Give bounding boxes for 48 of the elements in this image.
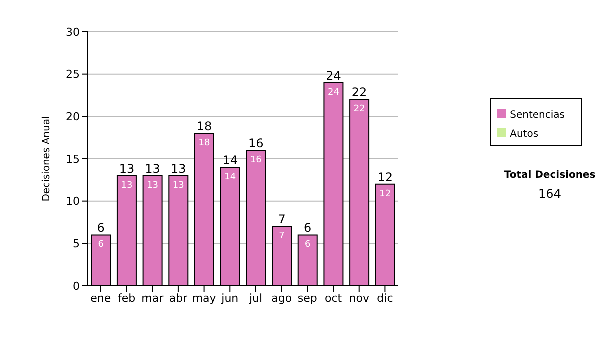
total-label: 13 xyxy=(171,162,186,176)
data-label: 24 xyxy=(328,88,340,98)
y-tick-label: 30 xyxy=(66,26,80,39)
total-label: 14 xyxy=(222,153,238,168)
data-label: 13 xyxy=(147,180,159,191)
total-label: 16 xyxy=(248,136,264,151)
total-label: 24 xyxy=(326,68,342,83)
total-label: 22 xyxy=(352,86,368,100)
x-tick-label: ago xyxy=(272,292,292,305)
data-label: 7 xyxy=(279,232,285,242)
total-label: 6 xyxy=(304,221,312,236)
x-tick-label: jun xyxy=(220,292,239,305)
data-label: 22 xyxy=(354,104,366,115)
y-tick-label: 0 xyxy=(73,280,80,293)
legend-label: Autos xyxy=(510,129,539,140)
data-label: 16 xyxy=(250,156,262,166)
x-tick-label: feb xyxy=(118,292,136,305)
x-tick-label: jul xyxy=(248,292,263,305)
total-label: 18 xyxy=(196,120,212,134)
total-label: 7 xyxy=(278,212,286,227)
y-axis-title: Decisiones Anual xyxy=(42,116,53,202)
x-tick-label: may xyxy=(192,292,217,305)
x-tick-label: dic xyxy=(377,292,394,305)
data-label: 13 xyxy=(121,180,133,191)
y-tick-label: 20 xyxy=(66,110,80,124)
data-label: 6 xyxy=(98,240,104,250)
data-label: 13 xyxy=(172,180,184,191)
data-label: 18 xyxy=(198,138,210,149)
total-label: 13 xyxy=(145,162,160,176)
text: Total Decisiones xyxy=(503,170,597,181)
data-label: 14 xyxy=(224,172,236,182)
x-tick-label: oct xyxy=(324,292,343,305)
total-label: 6 xyxy=(97,221,105,236)
y-tick-label: 25 xyxy=(66,68,80,82)
text: 164 xyxy=(538,187,562,201)
data-label: 6 xyxy=(305,240,311,250)
x-tick-label: ene xyxy=(90,292,112,305)
x-tick-label: sep xyxy=(298,292,318,305)
total-label: 13 xyxy=(119,162,135,176)
x-tick-label: nov xyxy=(349,292,370,305)
total-label: 12 xyxy=(378,170,394,184)
legend-label: Sentencias xyxy=(510,110,565,121)
y-tick-label: 5 xyxy=(73,238,80,251)
data-label: 12 xyxy=(380,189,392,200)
y-tick-label: 15 xyxy=(66,152,80,166)
y-tick-label: 10 xyxy=(66,195,80,208)
x-tick-label: abr xyxy=(169,292,188,305)
x-tick-label: mar xyxy=(142,292,164,305)
